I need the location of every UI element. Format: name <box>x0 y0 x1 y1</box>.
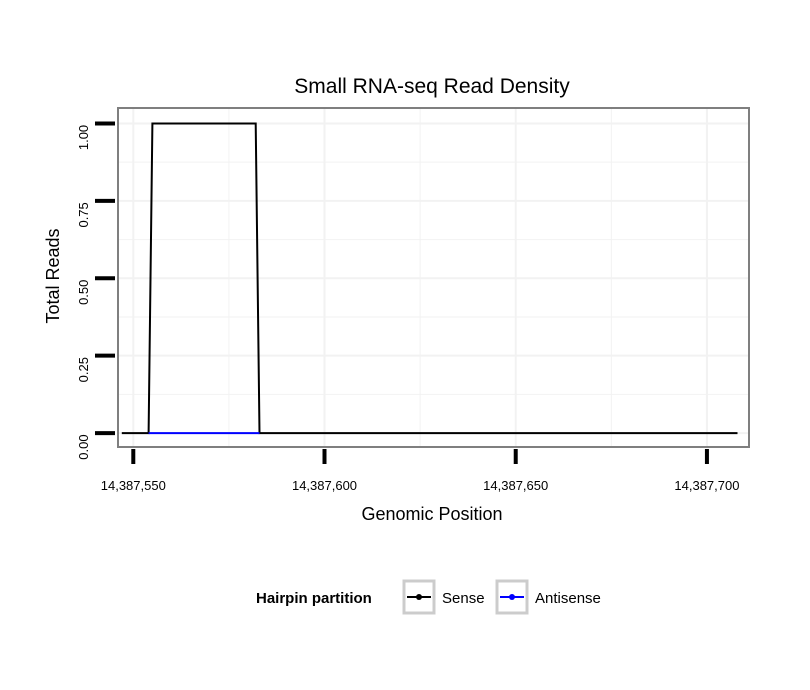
y-tick-label: 0.50 <box>76 280 91 305</box>
legend-label: Antisense <box>535 590 601 607</box>
chart-title: Small RNA-seq Read Density <box>294 75 570 98</box>
y-tick-label: 1.00 <box>76 125 91 150</box>
x-tick-label: 14,387,650 <box>483 478 548 493</box>
legend: Hairpin partition Sense Antisense <box>256 579 601 615</box>
x-tick-label: 14,387,550 <box>101 478 166 493</box>
legend-title: Hairpin partition <box>256 590 372 607</box>
axes: 14,387,550 14,387,600 14,387,650 14,387,700… <box>76 121 739 493</box>
plot-border <box>117 107 750 448</box>
y-axis-label: Total Reads <box>43 228 63 323</box>
legend-key-point <box>416 594 422 600</box>
y-tick-label: 0.25 <box>76 357 91 382</box>
x-axis-label: Genomic Position <box>361 504 502 524</box>
y-tick-label: 0.75 <box>76 202 91 227</box>
series-line-sense <box>121 122 738 435</box>
x-tick-label: 14,387,600 <box>292 478 357 493</box>
legend-key-point <box>509 594 515 600</box>
y-tick-label: 0.00 <box>76 434 91 459</box>
series-layer <box>121 122 738 435</box>
legend-label: Sense <box>442 590 485 607</box>
x-tick-label: 14,387,700 <box>674 478 739 493</box>
